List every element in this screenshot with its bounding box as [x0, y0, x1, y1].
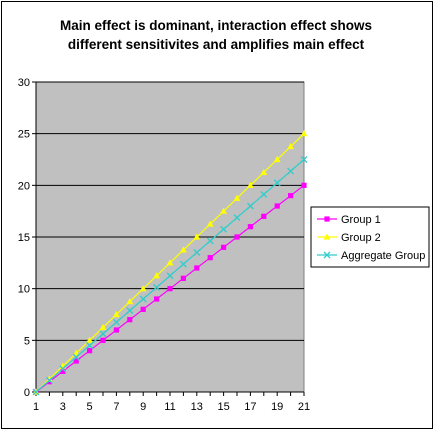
data-point — [206, 220, 214, 227]
data-point — [126, 307, 134, 315]
x-tick-label: 3 — [60, 401, 66, 413]
data-point — [139, 285, 147, 292]
data-point — [59, 365, 67, 373]
series-aggregate-group — [32, 156, 308, 396]
x-tick-label: 9 — [140, 401, 146, 413]
data-point — [99, 323, 107, 331]
data-point — [179, 260, 187, 268]
data-point — [261, 213, 267, 219]
data-point — [72, 353, 80, 361]
data-point — [126, 297, 134, 305]
data-point — [247, 181, 254, 188]
y-tick-label: 0 — [24, 387, 30, 399]
data-point — [207, 255, 213, 261]
data-point — [87, 348, 93, 354]
data-point — [139, 295, 147, 303]
data-point — [323, 233, 331, 240]
data-point — [45, 376, 53, 384]
data-point — [113, 310, 120, 318]
data-point — [300, 156, 308, 163]
data-point — [46, 375, 53, 382]
data-point — [323, 251, 331, 259]
data-point — [180, 246, 187, 253]
chart-title-line-2: different sensitivites and amplifies mai… — [67, 37, 365, 52]
data-point — [273, 179, 281, 187]
legend-label: Group 1 — [341, 214, 381, 226]
data-point — [99, 330, 107, 338]
data-point — [300, 130, 308, 137]
data-point — [180, 275, 186, 281]
data-point — [260, 168, 268, 176]
data-point — [288, 193, 294, 199]
data-point — [206, 237, 214, 245]
x-tick-label: 19 — [271, 401, 283, 413]
y-tick-label: 25 — [18, 129, 30, 141]
data-point — [72, 349, 80, 356]
data-point — [221, 244, 227, 250]
data-point — [247, 224, 253, 230]
y-tick-label: 5 — [24, 335, 30, 347]
data-point — [287, 142, 294, 150]
data-point — [234, 234, 240, 240]
data-point — [60, 368, 66, 374]
data-point — [113, 327, 119, 333]
chart-title-line-1: Main effect is dominant, interaction eff… — [59, 18, 373, 33]
data-point — [73, 358, 79, 364]
data-point — [274, 203, 280, 209]
data-point — [194, 265, 200, 271]
x-tick-label: 5 — [87, 401, 93, 413]
data-point — [220, 225, 228, 233]
x-tick-label: 1 — [33, 401, 39, 413]
x-tick-label: 21 — [298, 401, 310, 413]
legend-label: Group 2 — [341, 232, 381, 244]
data-point — [324, 216, 330, 222]
x-tick-label: 13 — [191, 401, 203, 413]
data-point — [140, 306, 146, 312]
data-point — [246, 202, 254, 210]
data-point — [86, 342, 94, 349]
data-point — [273, 155, 281, 163]
legend-entry: Group 2 — [317, 232, 381, 244]
x-tick-label: 11 — [164, 401, 175, 413]
data-point — [127, 317, 133, 323]
data-point — [32, 388, 40, 396]
y-tick-label: 30 — [18, 77, 30, 89]
data-point — [153, 272, 160, 279]
data-point — [112, 318, 120, 326]
x-tick-label: 17 — [244, 401, 256, 413]
data-point — [287, 167, 295, 175]
data-point — [167, 286, 173, 292]
data-point — [193, 249, 201, 256]
data-point — [233, 194, 241, 201]
legend-entry: Group 1 — [317, 214, 381, 226]
data-point — [166, 259, 174, 266]
y-tick-label: 10 — [18, 284, 30, 296]
data-point — [153, 283, 161, 291]
chart-title: Main effect is dominant, interaction eff… — [0, 16, 432, 54]
data-point — [193, 233, 201, 240]
x-tick-label: 7 — [113, 401, 119, 413]
legend-label: Aggregate Group — [341, 250, 425, 262]
data-point — [100, 337, 106, 343]
data-point — [220, 207, 227, 214]
legend-entry: Aggregate Group — [317, 250, 425, 262]
data-point — [233, 214, 241, 222]
y-tick-label: 20 — [18, 180, 30, 192]
data-point — [86, 336, 93, 343]
data-point — [154, 296, 160, 302]
data-point — [166, 272, 174, 280]
data-point — [260, 190, 268, 198]
data-point — [301, 182, 307, 188]
series-group-2 — [32, 130, 308, 395]
y-tick-label: 15 — [18, 232, 30, 244]
x-tick-label: 15 — [217, 401, 229, 413]
